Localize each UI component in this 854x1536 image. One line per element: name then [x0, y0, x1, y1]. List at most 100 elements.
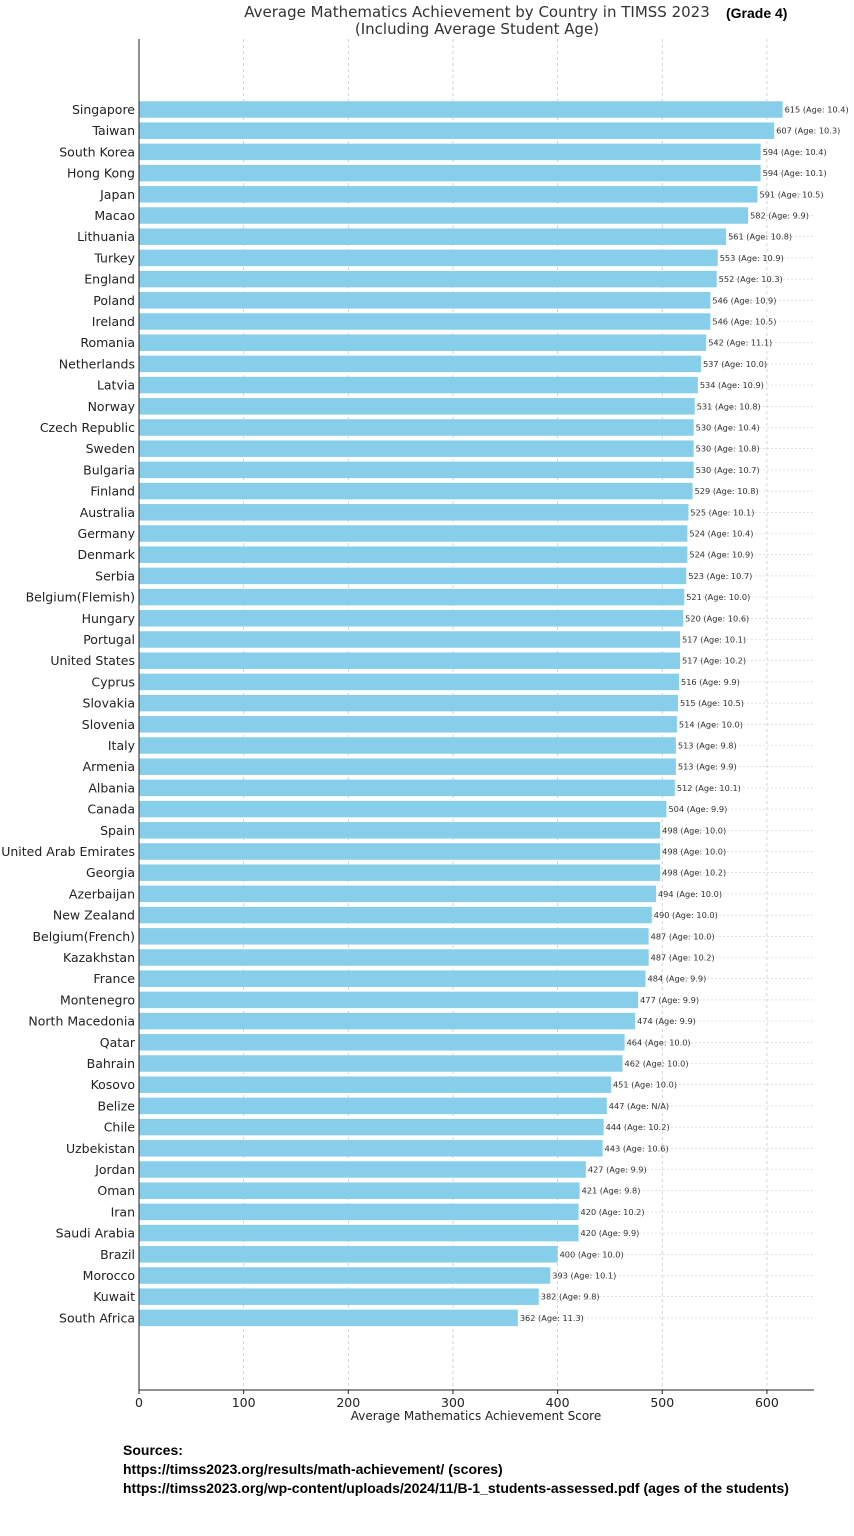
bar	[139, 991, 639, 1009]
bar-data-label: 514 (Age: 10.0)	[679, 719, 743, 729]
bar-data-label: 451 (Age: 10.0)	[613, 1080, 677, 1090]
x-tick-label: 400	[546, 1395, 570, 1410]
category-label: Germany	[78, 526, 136, 541]
bar	[139, 737, 676, 754]
bar-data-label: 537 (Age: 10.0)	[703, 359, 767, 369]
bar-data-label: 530 (Age: 10.4)	[696, 423, 760, 433]
category-label: North Macedonia	[28, 1014, 135, 1029]
bar	[139, 334, 707, 351]
bar	[139, 398, 695, 415]
category-label: Azerbaijan	[69, 886, 135, 901]
bar	[139, 716, 677, 733]
bar	[139, 1012, 636, 1030]
sources-link-scores[interactable]: https://timss2023.org/results/math-achie…	[123, 1461, 503, 1477]
bar-data-label: 582 (Age: 9.9)	[750, 211, 809, 221]
bar	[139, 822, 661, 839]
bar-data-label: 546 (Age: 10.5)	[712, 317, 776, 327]
category-label: Bahrain	[87, 1056, 135, 1071]
category-label: Brazil	[100, 1247, 135, 1262]
category-label: Spain	[100, 823, 135, 838]
bar	[139, 631, 681, 648]
bar	[139, 419, 694, 436]
bar	[139, 440, 694, 457]
bars: 615 (Age: 10.4) 607 (Age: 10.3) 594 (Age: …	[139, 101, 849, 1327]
category-label: Netherlands	[59, 356, 135, 371]
bar	[139, 1034, 625, 1051]
bar	[139, 694, 678, 712]
category-label: Ireland	[92, 314, 135, 329]
category-label: Czech Republic	[40, 420, 135, 435]
bar-data-label: 487 (Age: 10.0)	[651, 931, 715, 941]
x-tick-label: 100	[232, 1395, 256, 1410]
bar-data-label: 447 (Age: N/A)	[609, 1101, 669, 1111]
bar	[139, 461, 694, 479]
category-label: Portugal	[83, 632, 135, 647]
bar-data-label: 498 (Age: 10.0)	[662, 847, 726, 857]
bar-chart: 615 (Age: 10.4) 607 (Age: 10.3) 594 (Age: …	[1, 39, 849, 1423]
x-tick-label: 0	[135, 1395, 143, 1410]
bar-data-label: 517 (Age: 10.2)	[682, 656, 746, 666]
bar	[139, 228, 727, 245]
bar	[139, 1140, 603, 1157]
chart-title-line-1: Average Mathematics Achievement by Count…	[244, 3, 710, 21]
bar	[139, 567, 687, 585]
bar	[139, 800, 667, 818]
category-label: Sweden	[86, 441, 135, 456]
bar-data-label: 524 (Age: 10.4)	[689, 529, 753, 539]
bar-data-label: 462 (Age: 10.0)	[624, 1059, 688, 1069]
bar-data-label: 504 (Age: 9.9)	[668, 804, 727, 814]
bar-data-label: 561 (Age: 10.8)	[728, 232, 792, 242]
category-label: Serbia	[95, 568, 135, 583]
category-label: Canada	[87, 802, 135, 817]
bar	[139, 186, 758, 203]
bar-data-label: 474 (Age: 9.9)	[637, 1016, 696, 1026]
bar	[139, 758, 676, 775]
category-label: Singapore	[72, 102, 135, 117]
bar	[139, 546, 688, 563]
bar-data-label: 546 (Age: 10.9)	[712, 295, 776, 305]
category-label: Macao	[94, 208, 135, 223]
bar-data-label: 490 (Age: 10.0)	[654, 910, 718, 920]
category-label: South Africa	[59, 1310, 135, 1325]
category-label: Belize	[98, 1098, 136, 1113]
bar	[139, 122, 775, 139]
bar	[139, 864, 661, 881]
bar	[139, 1267, 551, 1284]
bar	[139, 1309, 518, 1327]
category-label: Taiwan	[91, 123, 135, 138]
bar	[139, 1118, 604, 1136]
category-label: Uzbekistan	[66, 1141, 135, 1156]
bar-data-label: 523 (Age: 10.7)	[688, 571, 752, 581]
sources-link-ages[interactable]: https://timss2023.org/wp-content/uploads…	[123, 1480, 789, 1496]
bar	[139, 588, 685, 606]
bar	[139, 164, 761, 182]
bar-data-label: 484 (Age: 9.9)	[648, 974, 707, 984]
bar-data-label: 594 (Age: 10.1)	[763, 168, 827, 178]
category-label: Slovenia	[82, 717, 135, 732]
category-label: Lithuania	[77, 229, 135, 244]
x-tick-label: 300	[441, 1395, 465, 1410]
category-label: England	[84, 272, 135, 287]
bar-data-label: 615 (Age: 10.4)	[785, 105, 849, 115]
bar	[139, 1182, 580, 1199]
bar-data-label: 393 (Age: 10.1)	[552, 1271, 616, 1281]
bar-data-label: 477 (Age: 9.9)	[640, 995, 699, 1005]
bar	[139, 249, 718, 267]
bar-data-label: 525 (Age: 10.1)	[690, 507, 754, 517]
chart-title-line-2: (Including Average Student Age)	[354, 20, 600, 38]
category-label: United States	[50, 653, 135, 668]
bar-data-label: 594 (Age: 10.4)	[763, 147, 827, 157]
category-label: Latvia	[97, 378, 135, 393]
category-label: Italy	[108, 738, 136, 753]
category-label: Romania	[80, 335, 135, 350]
category-label: Turkey	[93, 250, 135, 265]
bar	[139, 504, 689, 521]
category-label: Hungary	[82, 611, 136, 626]
bar-data-label: 487 (Age: 10.2)	[651, 953, 715, 963]
bar	[139, 270, 717, 288]
category-label: Jordan	[94, 1162, 135, 1177]
bar	[139, 1246, 558, 1263]
bar-data-label: 515 (Age: 10.5)	[680, 698, 744, 708]
category-label: United Arab Emirates	[1, 844, 135, 859]
bar-data-label: 553 (Age: 10.9)	[720, 253, 784, 263]
